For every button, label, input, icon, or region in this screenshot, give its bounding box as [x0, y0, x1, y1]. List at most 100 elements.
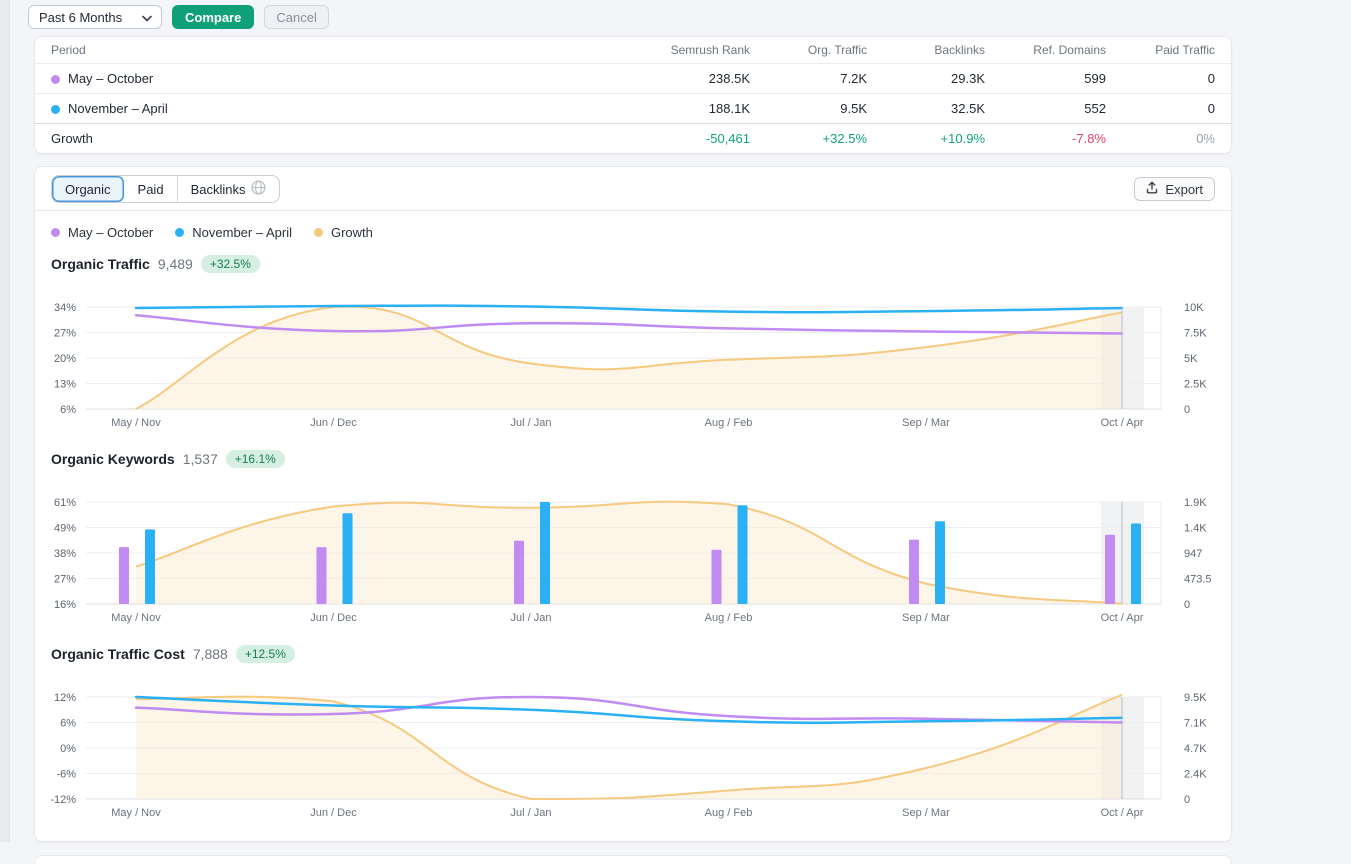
- november-april-line[interactable]: [134, 695, 1124, 725]
- left-axis-label: 27%: [54, 574, 76, 586]
- left-axis-label: 12%: [54, 692, 76, 704]
- right-axis-label: 7.1K: [1184, 718, 1207, 730]
- legend-item-november-april: November – April: [175, 225, 292, 240]
- table-row-may-october: May – October 238.5K 7.2K 29.3K 599 0: [35, 63, 1231, 94]
- export-button[interactable]: Export: [1134, 177, 1215, 201]
- november-april-bar-jul-jan[interactable]: [540, 502, 550, 604]
- right-axis-label: 7.5K: [1184, 328, 1207, 340]
- organic-traffic-plot[interactable]: 34% 27% 20% 13% 6% 10K 7.5K 5K 2.5K 0 May / Nov Jun…: [35, 295, 1231, 435]
- x-axis-label-oct-apr: Oct / Apr: [1101, 612, 1144, 624]
- chart-value: 7,888: [192, 645, 228, 662]
- november-april-bar-oct-apr[interactable]: [1131, 523, 1141, 605]
- metric-cell-org-traffic: 9.5K: [750, 93, 867, 124]
- chart-name: Organic Traffic Cost: [51, 645, 185, 662]
- chevron-down-icon: [142, 10, 152, 25]
- may-october-bar-aug-feb[interactable]: [711, 549, 722, 604]
- may-october-bar-jun-dec[interactable]: [316, 547, 327, 604]
- column-header-org-traffic: Org. Traffic: [750, 37, 867, 64]
- next-section-card: [34, 855, 1232, 864]
- left-axis-label: 34%: [54, 302, 76, 314]
- period-select-value: Past 6 Months: [39, 9, 123, 25]
- left-axis-label: 61%: [54, 497, 76, 509]
- right-axis-label: 2.5K: [1184, 379, 1207, 391]
- globe-icon: [251, 180, 267, 198]
- main-content: Past 6 Months Compare Cancel Period Semru…: [10, 0, 1351, 864]
- may-october-bar-sep-mar[interactable]: [909, 539, 919, 604]
- right-axis-label: 4.7K: [1184, 743, 1207, 755]
- charts-panel-card: Organic Paid Backlinks Export May – Octobe…: [34, 166, 1232, 842]
- tab-organic[interactable]: Organic: [52, 176, 125, 202]
- left-axis-label: 16%: [54, 599, 76, 611]
- growth-line[interactable]: [135, 500, 1123, 605]
- growth-label-cell: Growth: [51, 131, 93, 146]
- growth-line[interactable]: [135, 693, 1123, 801]
- may-october-bar-oct-apr[interactable]: [1105, 534, 1115, 604]
- left-axis-label: -6%: [56, 769, 76, 781]
- report-tab-group: Organic Paid Backlinks: [51, 175, 281, 203]
- chart-legend: May – October November – April Growth: [35, 211, 1231, 240]
- metric-cell-ref-domains: 552: [985, 93, 1106, 124]
- november-april-bar-may-nov[interactable]: [145, 529, 155, 604]
- compare-toolbar: Past 6 Months Compare Cancel: [28, 0, 1351, 36]
- tab-paid[interactable]: Paid: [125, 176, 178, 202]
- chart-organic-traffic-cost: 12% 6% 0% -6% -12% 9.5K 7.1K 4.7K 2.4K 0 May / Nov…: [35, 685, 1231, 825]
- left-axis-label: 20%: [54, 353, 76, 365]
- period-color-dot: [51, 75, 60, 84]
- left-axis-label: -12%: [50, 794, 76, 806]
- x-axis-label-jul-jan: Jul / Jan: [511, 417, 552, 429]
- table-row-growth: Growth -50,461 +32.5% +10.9% -7.8% 0%: [35, 124, 1231, 154]
- november-april-bar-aug-feb[interactable]: [737, 505, 748, 604]
- cancel-button[interactable]: Cancel: [264, 5, 329, 29]
- column-header-ref-domains: Ref. Domains: [985, 37, 1106, 64]
- period-select[interactable]: Past 6 Months: [28, 5, 162, 29]
- left-axis-label: 13%: [54, 379, 76, 391]
- growth-cell-paid-traffic: 0%: [1196, 131, 1215, 146]
- legend-item-may-october: May – October: [51, 225, 153, 240]
- left-axis-label: 27%: [54, 328, 76, 340]
- right-axis-label: 947: [1184, 548, 1202, 560]
- tab-backlinks[interactable]: Backlinks: [178, 176, 280, 202]
- metric-cell-backlinks: 29.3K: [867, 63, 985, 94]
- tab-label: Backlinks: [190, 181, 246, 197]
- tab-label: Organic: [65, 181, 111, 197]
- chart-value: 9,489: [157, 255, 193, 272]
- may-october-line[interactable]: [134, 695, 1124, 724]
- column-header-backlinks: Backlinks: [867, 37, 985, 64]
- november-april-line[interactable]: [134, 304, 1124, 314]
- right-axis-label: 473.5: [1184, 574, 1212, 586]
- may-october-bar-jul-jan[interactable]: [514, 540, 524, 604]
- table-row-november-april: November – April 188.1K 9.5K 32.5K 552 0: [35, 93, 1231, 124]
- metric-cell-paid-traffic: 0: [1106, 93, 1231, 124]
- growth-area: [136, 694, 1122, 799]
- x-axis-label-jun-dec: Jun / Dec: [310, 807, 357, 819]
- x-axis-label-oct-apr: Oct / Apr: [1101, 417, 1144, 429]
- right-axis-label: 9.5K: [1184, 692, 1207, 704]
- left-axis-label: 49%: [54, 523, 76, 535]
- right-axis-label: 1.4K: [1184, 523, 1207, 535]
- may-october-line[interactable]: [134, 313, 1124, 335]
- organic-keywords-plot[interactable]: 61% 49% 38% 27% 16% 1.9K 1.4K 947 473.5 0 May / No…: [35, 490, 1231, 630]
- november-april-bar-jun-dec[interactable]: [342, 513, 353, 604]
- left-axis-label: 6%: [60, 718, 76, 730]
- compare-button[interactable]: Compare: [172, 5, 255, 29]
- right-axis-label: 1.9K: [1184, 497, 1207, 509]
- x-axis-label-aug-feb: Aug / Feb: [705, 417, 753, 429]
- growth-badge: +16.1%: [225, 449, 285, 468]
- left-axis-label: 0%: [60, 743, 76, 755]
- x-axis-label-jun-dec: Jun / Dec: [310, 417, 357, 429]
- metric-cell-ref-domains: 599: [985, 63, 1106, 94]
- period-cell: May – October: [35, 63, 632, 94]
- x-axis-label-sep-mar: Sep / Mar: [902, 417, 950, 429]
- right-axis-label: 10K: [1184, 302, 1204, 314]
- comparison-table: Period Semrush Rank Org. Traffic Backlinks R…: [35, 37, 1231, 153]
- legend-dot: [175, 228, 185, 237]
- november-april-bar-sep-mar[interactable]: [935, 521, 945, 604]
- chart-organic-keywords: 61% 49% 38% 27% 16% 1.9K 1.4K 947 473.5 0 May / No…: [35, 490, 1231, 630]
- may-october-bar-may-nov[interactable]: [119, 547, 129, 604]
- organic-traffic-cost-plot[interactable]: 12% 6% 0% -6% -12% 9.5K 7.1K 4.7K 2.4K 0 May / Nov…: [35, 685, 1231, 825]
- right-axis-label: 0: [1184, 404, 1190, 416]
- x-axis-label-jun-dec: Jun / Dec: [310, 612, 357, 624]
- growth-line[interactable]: [135, 305, 1123, 410]
- export-button-label: Export: [1165, 181, 1203, 197]
- growth-badge: +32.5%: [200, 254, 260, 273]
